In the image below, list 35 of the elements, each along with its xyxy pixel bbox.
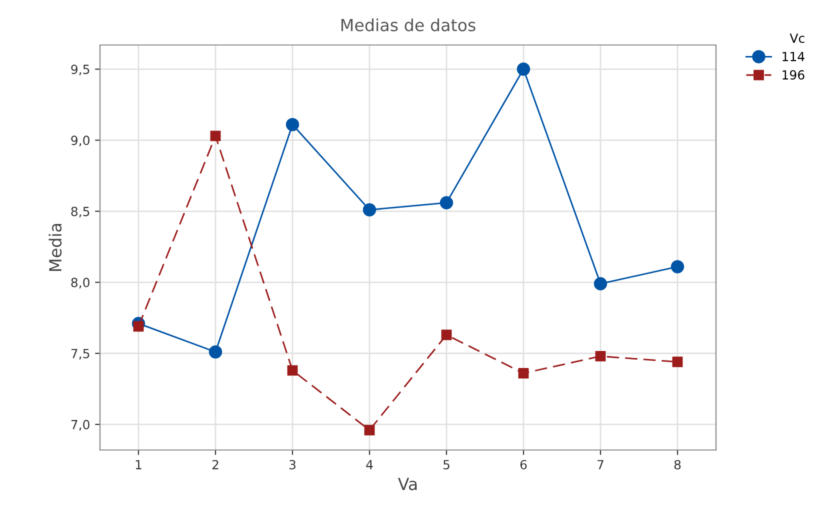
point — [670, 260, 684, 274]
y-tick-label: 8,0 — [71, 278, 90, 289]
x-tick-label: 1 — [136, 460, 142, 470]
x-tick-label: 4 — [366, 460, 373, 470]
point — [287, 365, 298, 376]
x-tick-label: 3 — [289, 460, 296, 470]
point — [672, 356, 683, 368]
point — [210, 130, 221, 142]
y-tick-label: 9,5 — [71, 64, 90, 76]
point — [595, 351, 606, 362]
point — [286, 118, 300, 132]
point — [516, 62, 530, 76]
point — [364, 424, 375, 436]
point — [518, 368, 529, 378]
legend-title: Vc — [790, 34, 804, 43]
point — [208, 345, 222, 359]
x-axis-title: Va — [398, 478, 417, 490]
legend-label: 196 — [782, 70, 804, 80]
y-tick-label: 7,5 — [71, 349, 90, 360]
x-tick-label: 7 — [598, 460, 604, 470]
x-tick-label: 6 — [520, 460, 527, 470]
chart-title: Medias de datos — [341, 18, 476, 32]
x-tick-label: 8 — [674, 460, 681, 470]
y-tick-label: 7,0 — [71, 420, 90, 431]
legend-label: 114 — [782, 52, 804, 62]
point — [133, 321, 144, 332]
point — [441, 330, 452, 340]
x-tick-label: 5 — [443, 460, 450, 470]
y-tick-label: 8,5 — [71, 206, 90, 218]
point — [440, 196, 454, 210]
point — [362, 203, 376, 216]
x-tick-label: 2 — [212, 460, 218, 470]
point — [594, 277, 608, 290]
y-tick-label: 9,0 — [71, 136, 90, 146]
y-axis-title: Media — [48, 224, 62, 271]
